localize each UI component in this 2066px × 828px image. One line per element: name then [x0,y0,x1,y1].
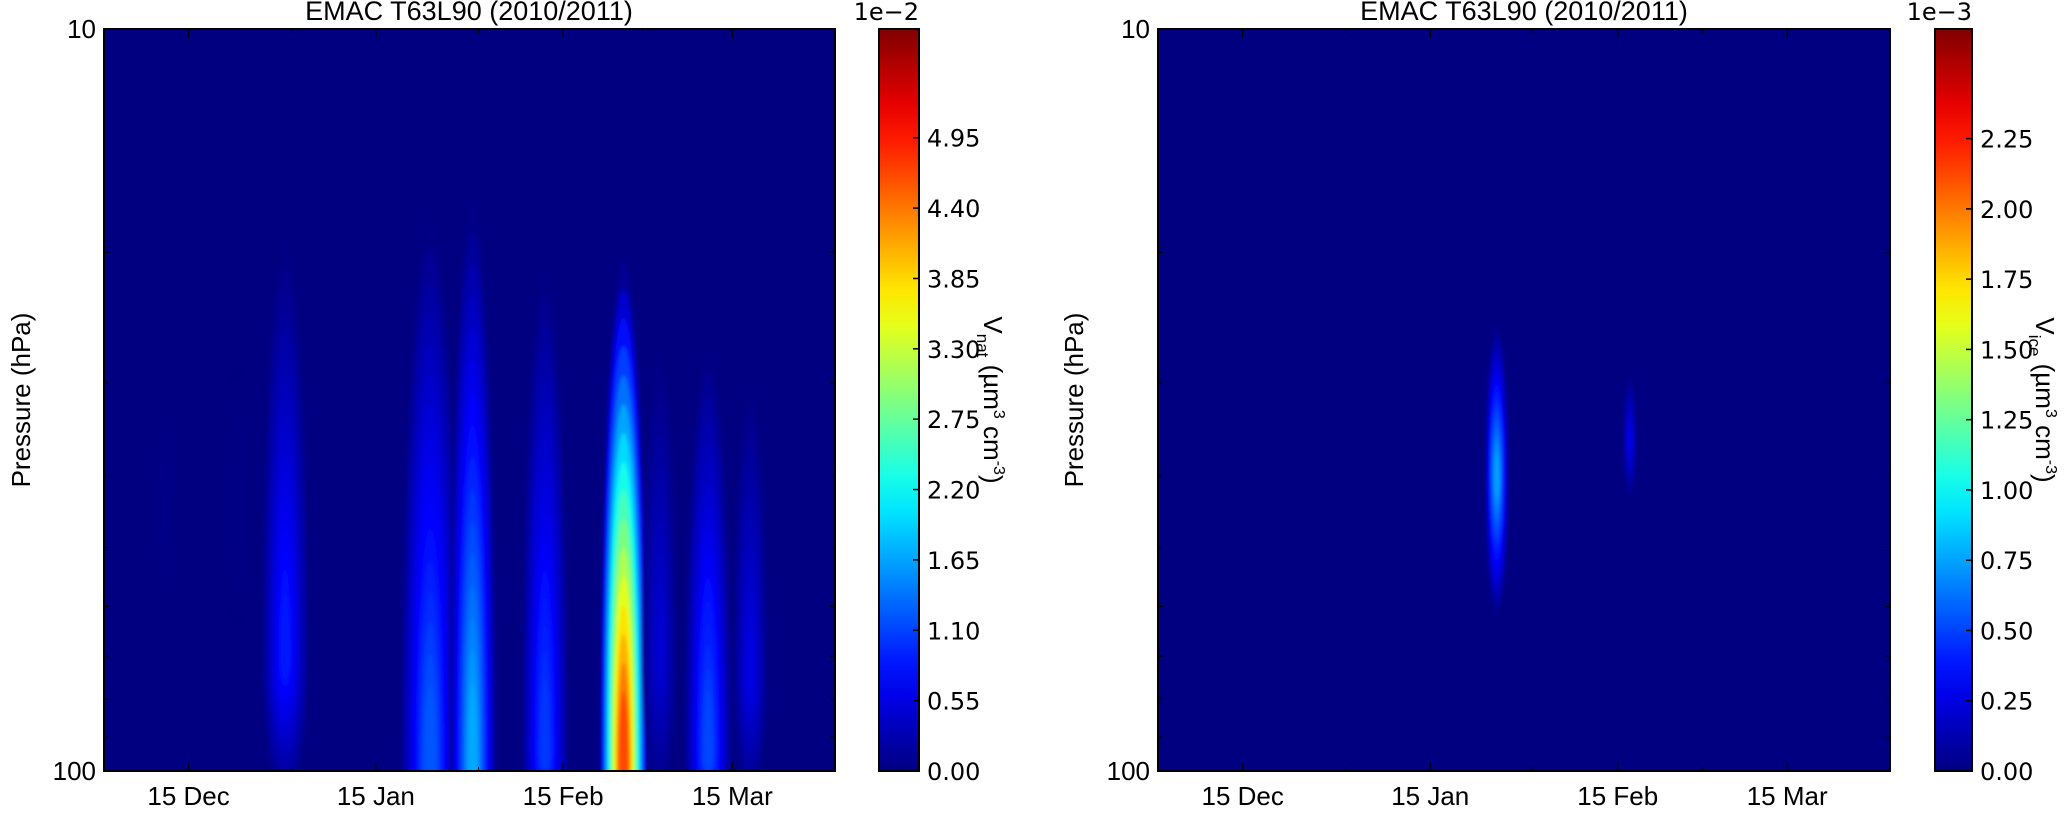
colorbar-tick-label: 1.00 [1980,477,2033,505]
contour-level [161,493,167,530]
plot-area [1158,29,1890,771]
contour-level [280,591,291,679]
contour-level [1628,430,1632,451]
contour-level [618,691,629,771]
contour-level [540,678,550,771]
colorbar [1934,28,1973,772]
x-tick-label: 15 Jan [1391,781,1469,811]
colorbar-tick-label: 1.25 [1980,407,2033,435]
plot-title: EMAC T63L90 (2010/2011) [305,0,633,26]
colorbar-tick-label: 0.00 [1980,758,2033,786]
colorbar-tick-label: 3.30 [927,336,980,364]
y-tick-label: 10 [67,14,96,44]
contour-level [1494,452,1500,498]
x-tick-label: 15 Mar [1747,781,1828,811]
colorbar-tick-label: 1.65 [927,547,980,575]
colorbar-tick-label: 4.40 [927,195,980,223]
x-tick-label: 15 Dec [1201,781,1283,811]
colorbar-tick-label: 2.20 [927,477,980,505]
colorbar-label: Vnat (µm3 cm-3) [973,316,1008,483]
colorbar-label: Vice (µm3 cm-3) [2025,317,2060,482]
colorbar-tick-label: 0.55 [927,688,980,716]
y-tick-label: 10 [1121,14,1150,44]
x-tick-label: 15 Feb [523,781,604,811]
colorbar-tick-label: 3.85 [927,265,980,293]
x-tick-label: 15 Jan [337,781,415,811]
colorbar-tick-label: 4.95 [927,125,980,153]
y-axis-label: Pressure (hPa) [1059,313,1089,488]
contour-level [703,691,714,771]
colorbar-tick-label: 2.25 [1980,126,2033,154]
colorbar-tick-label: 0.50 [1980,617,2033,645]
contour-level [233,487,241,533]
colorbar-tick-label: 2.00 [1980,196,2033,224]
colorbar-tick-label: 1.50 [1980,336,2033,364]
x-tick-label: 15 Feb [1577,781,1658,811]
colorbar-tick-label: 0.75 [1980,547,2033,575]
colorbar [878,28,920,772]
x-tick-label: 15 Dec [147,781,229,811]
colorbar-offset-label: 1e−3 [1907,0,1972,26]
y-axis-label: Pressure (hPa) [6,313,36,488]
panel-ice: EMAC T63L90 (2010/2011) Pressure (hPa) 1… [1059,0,2060,811]
contour-field [152,199,769,771]
colorbar-tick-label: 1.75 [1980,266,2033,294]
plot-title: EMAC T63L90 (2010/2011) [1360,0,1688,26]
panel-nat: EMAC T63L90 (2010/2011) Pressure (hPa) 1… [6,0,1008,811]
y-tick-label: 100 [53,756,96,786]
contour-level [656,608,664,679]
colorbar-tick-label: 0.25 [1980,688,2033,716]
colorbar-tick-label: 1.10 [927,617,980,645]
contour-field [1484,324,1638,617]
contour-level [746,632,755,698]
axes-frame [1157,28,1891,772]
axes-frame [103,28,836,772]
y-tick-label: 100 [1107,756,1150,786]
x-tick-label: 15 Mar [692,781,773,811]
contour-level [424,684,437,771]
colorbar-offset-label: 1e−2 [854,0,919,26]
contour-level [467,681,478,771]
colorbar-tick-label: 2.75 [927,406,980,434]
colorbar-tick-label: 0.00 [927,758,980,786]
